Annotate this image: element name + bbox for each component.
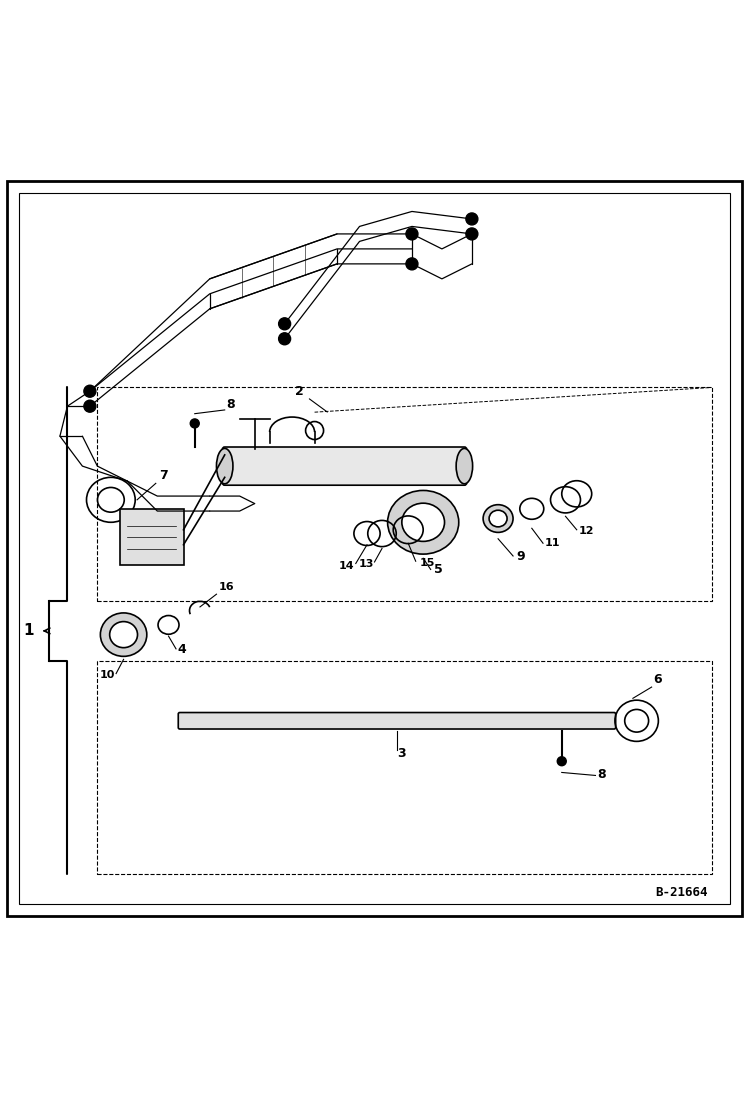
Text: 6: 6 — [653, 674, 662, 687]
Text: 8: 8 — [226, 398, 235, 410]
Text: 15: 15 — [419, 557, 435, 568]
Text: 4: 4 — [178, 643, 187, 656]
FancyBboxPatch shape — [222, 446, 467, 485]
Ellipse shape — [216, 449, 233, 484]
FancyBboxPatch shape — [178, 713, 616, 730]
Ellipse shape — [109, 622, 138, 647]
Text: 10: 10 — [99, 670, 115, 680]
Ellipse shape — [388, 490, 458, 554]
Text: 5: 5 — [434, 563, 443, 576]
Circle shape — [406, 258, 418, 270]
Text: 13: 13 — [359, 559, 374, 569]
Text: 11: 11 — [545, 539, 560, 548]
Circle shape — [466, 213, 478, 225]
Circle shape — [279, 332, 291, 344]
Ellipse shape — [401, 504, 444, 542]
Ellipse shape — [456, 449, 473, 484]
Circle shape — [84, 400, 96, 412]
Text: B-21664: B-21664 — [655, 886, 708, 900]
Text: 3: 3 — [397, 747, 406, 760]
Circle shape — [466, 228, 478, 240]
Text: 14: 14 — [339, 561, 354, 570]
Text: 12: 12 — [579, 525, 595, 535]
Circle shape — [557, 757, 566, 766]
Ellipse shape — [489, 510, 507, 527]
Circle shape — [84, 385, 96, 397]
Text: 7: 7 — [160, 468, 169, 482]
Circle shape — [190, 419, 199, 428]
Text: 1: 1 — [23, 623, 34, 638]
Ellipse shape — [483, 505, 513, 532]
Ellipse shape — [100, 613, 147, 656]
Text: 2: 2 — [295, 385, 304, 398]
Circle shape — [279, 318, 291, 330]
Text: 16: 16 — [219, 581, 234, 591]
Text: 8: 8 — [598, 768, 607, 781]
Circle shape — [406, 228, 418, 240]
Text: 9: 9 — [517, 550, 526, 563]
Bar — [120, 509, 184, 565]
